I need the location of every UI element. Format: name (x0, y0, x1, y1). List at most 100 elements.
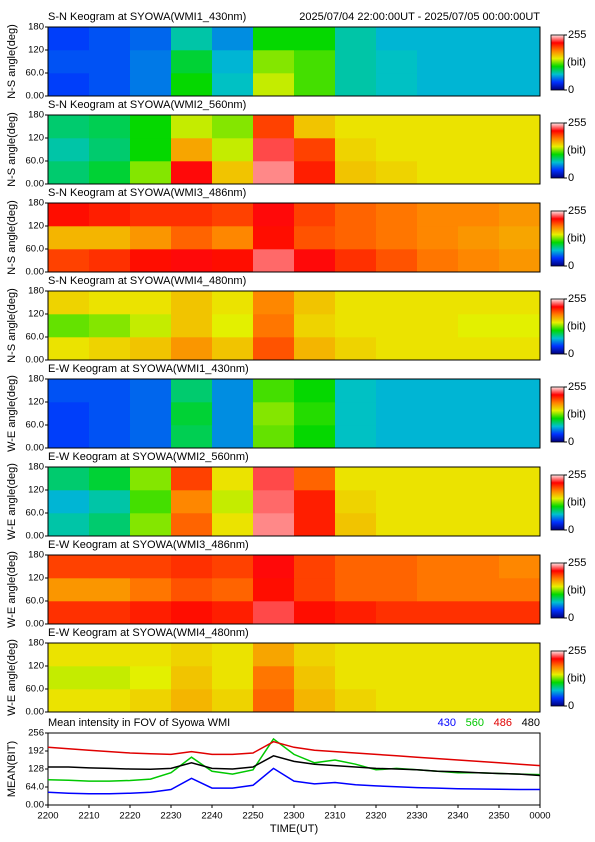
heatmap-cell (499, 138, 541, 162)
heatmap-cell (417, 425, 459, 449)
y-tick-label: 60.0 (26, 684, 45, 695)
heatmap-cell (294, 27, 336, 51)
y-tick-label: 180 (28, 22, 44, 33)
plot-frame (47, 26, 541, 97)
y-tick-label: 120 (28, 485, 44, 496)
plot-frame (47, 554, 541, 625)
y-tick-label: 120 (28, 573, 44, 584)
heatmap-cell (48, 73, 90, 97)
heatmap-cell (212, 578, 254, 602)
heatmap-cell (294, 555, 336, 579)
heatmap-cell (376, 115, 418, 139)
x-tick-label: 2240 (201, 811, 222, 822)
heatmap-cell (48, 115, 90, 139)
heatmap-cell (458, 161, 500, 185)
heatmap-cell (212, 203, 254, 227)
colorbar-tick-label: 0 (568, 700, 574, 712)
heatmap-cell (294, 337, 336, 361)
colorbar-label: (bit) (567, 672, 586, 684)
y-tick-label: 120 (28, 221, 44, 232)
heatmap-cell (130, 73, 172, 97)
heatmap-cell (499, 249, 541, 273)
heatmap-cell (458, 249, 500, 273)
panel-title: E-W Keogram at SYOWA(WMI3_486nm) (48, 539, 249, 551)
panel-title: E-W Keogram at SYOWA(WMI2_560nm) (48, 451, 249, 463)
y-tick-label: 0.00 (26, 91, 45, 102)
panel-title: S-N Keogram at SYOWA(WMI4_480nm) (48, 275, 246, 287)
colorbar (550, 210, 565, 267)
heatmap-cell (171, 689, 213, 713)
heatmap-cell (417, 115, 459, 139)
heatmap-cell (48, 601, 90, 625)
y-tick-label: 0.00 (26, 355, 45, 366)
heatmap-cell (376, 161, 418, 185)
heatmap-cell (294, 467, 336, 491)
y-axis-label: N-S angle(deg) (6, 112, 18, 187)
heatmap-cell (417, 314, 459, 338)
heatmap-cell (499, 50, 541, 74)
heatmap-cell (376, 555, 418, 579)
heatmap-cell (253, 73, 295, 97)
heatmap-cell (417, 50, 459, 74)
heatmap-cell (171, 337, 213, 361)
heatmap-cell (253, 555, 295, 579)
heatmap-cell (376, 666, 418, 690)
heatmap-cell (417, 601, 459, 625)
heatmap-cell (253, 226, 295, 250)
heatmap-cell (335, 138, 377, 162)
x-tick-label: 2220 (119, 811, 140, 822)
colorbar-tick-label: 0 (568, 436, 574, 448)
heatmap-cell (89, 337, 131, 361)
heatmap-cell (130, 50, 172, 74)
y-tick-label: 0.00 (26, 267, 45, 278)
y-tick-label: 180 (28, 110, 44, 121)
panel-title: S-N Keogram at SYOWA(WMI3_486nm) (48, 187, 246, 199)
y-tick-label: 120 (28, 133, 44, 144)
colorbar-label: (bit) (567, 144, 586, 156)
panel-title: E-W Keogram at SYOWA(WMI1_430nm) (48, 363, 249, 375)
heatmap-cell (48, 689, 90, 713)
heatmap-cell (48, 513, 90, 537)
legend-entry: 430 (438, 717, 456, 729)
heatmap-cell (212, 555, 254, 579)
x-tick-label: 2320 (365, 811, 386, 822)
heatmap-cell (458, 73, 500, 97)
y-tick-label: 180 (28, 198, 44, 209)
heatmap-cell (212, 337, 254, 361)
heatmap-cell (294, 578, 336, 602)
heatmap-cell (499, 402, 541, 426)
colorbar-tick-label: 255 (568, 469, 586, 481)
heatmap-cell (417, 578, 459, 602)
y-tick-label: 60.0 (26, 596, 45, 607)
colorbar-tick-label: 255 (568, 29, 586, 41)
heatmap-cell (130, 643, 172, 667)
y-tick-label: 64.0 (26, 782, 45, 793)
heatmap-cell (294, 666, 336, 690)
series-line (47, 767, 540, 795)
heatmap-cell (294, 249, 336, 273)
colorbar (550, 474, 565, 531)
y-axis-label: W-E angle(deg) (6, 551, 18, 628)
heatmap-cell (89, 467, 131, 491)
heatmap-cell (130, 467, 172, 491)
colorbar-label: (bit) (567, 320, 586, 332)
heatmap-cell (376, 314, 418, 338)
heatmap-cell (171, 601, 213, 625)
heatmap-cell (376, 291, 418, 315)
panel-title: S-N Keogram at SYOWA(WMI2_560nm) (48, 99, 246, 111)
heatmap-cell (212, 490, 254, 514)
heatmap-cell (171, 291, 213, 315)
heatmap-cell (335, 337, 377, 361)
heatmap-cell (253, 578, 295, 602)
heatmap-cell (89, 490, 131, 514)
heatmap-cell (171, 490, 213, 514)
heatmap-cell (253, 291, 295, 315)
heatmap-cell (89, 203, 131, 227)
x-tick-label: 2210 (78, 811, 99, 822)
x-tick-label: 2340 (447, 811, 468, 822)
plot-frame (47, 642, 541, 713)
heatmap-cell (89, 115, 131, 139)
heatmap-cell (376, 689, 418, 713)
colorbar (550, 34, 565, 91)
heatmap-cell (376, 249, 418, 273)
